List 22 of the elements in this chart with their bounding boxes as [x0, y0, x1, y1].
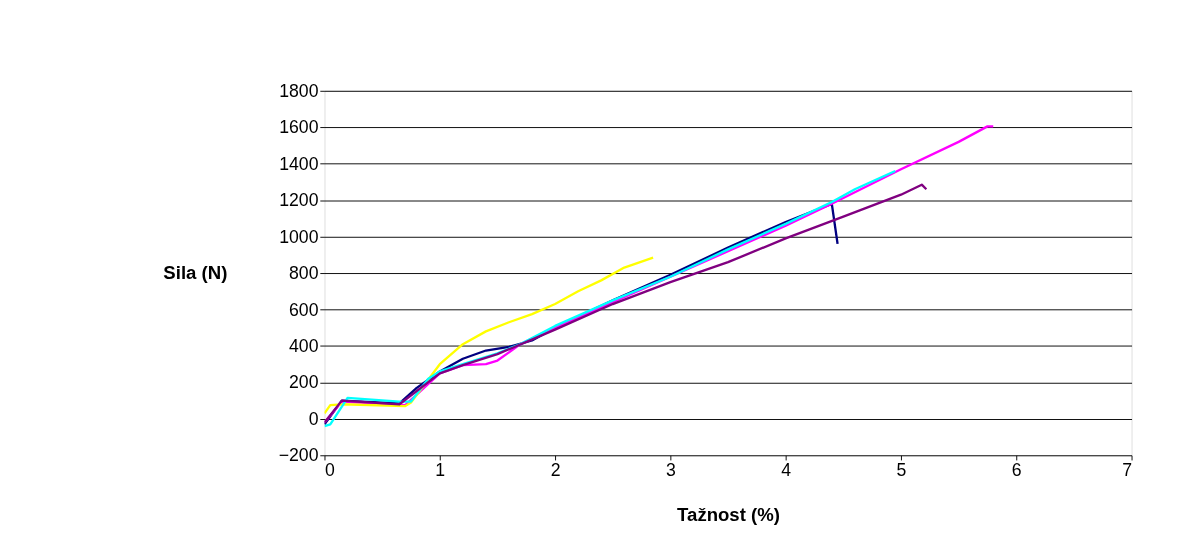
- y-tick-label: 400: [288, 336, 319, 357]
- y-tick-label: 1000: [279, 226, 319, 247]
- y-tick-label: 1400: [279, 153, 319, 174]
- x-tick-label: 0: [324, 460, 335, 481]
- x-tick-label: 1: [435, 460, 446, 481]
- x-tick-label: 3: [665, 460, 676, 481]
- x-tick-label: 2: [550, 460, 561, 481]
- y-tick-label: 1200: [279, 190, 319, 211]
- line-series: [324, 256, 655, 415]
- y-tick-label: 600: [288, 299, 319, 320]
- y-tick-label: 200: [288, 372, 319, 393]
- x-tick-label: 5: [896, 460, 907, 481]
- y-tick-label: 1800: [279, 80, 319, 101]
- x-tick-label: 7: [1122, 460, 1133, 481]
- x-tick-label: 4: [781, 460, 792, 481]
- y-tick-label: −200: [278, 445, 319, 466]
- x-axis-title: Tažnost (%): [677, 503, 780, 525]
- y-tick-label: 1600: [279, 117, 319, 138]
- y-axis-title: Sila (N): [163, 262, 228, 284]
- y-tick-label: 800: [288, 263, 319, 284]
- x-tick-label: 6: [1011, 460, 1022, 481]
- y-tick-label: 0: [308, 408, 319, 429]
